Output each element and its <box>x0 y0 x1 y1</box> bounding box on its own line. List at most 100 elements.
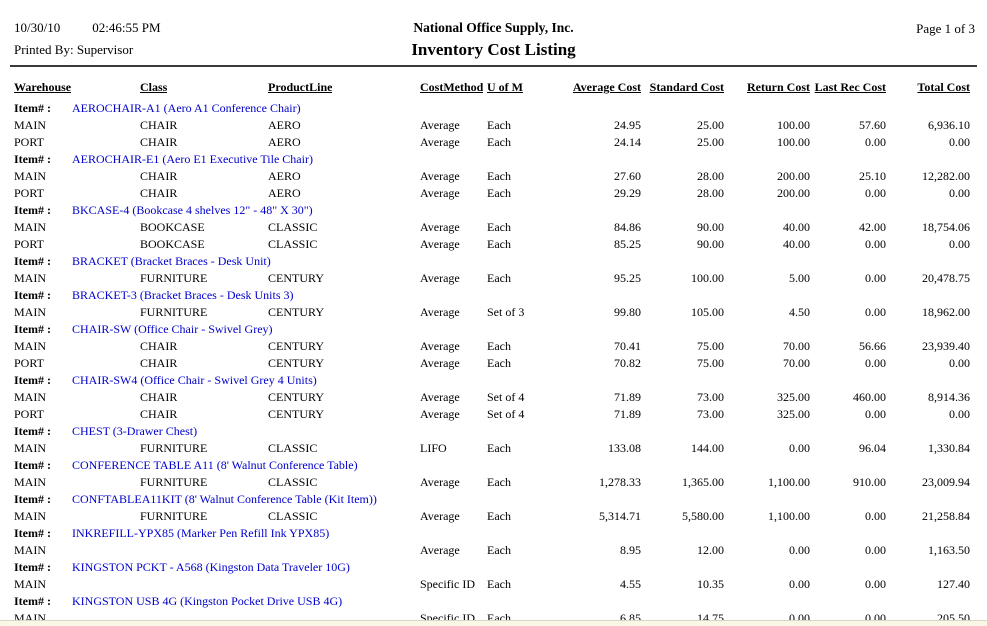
cell-product-line: CENTURY <box>268 407 325 421</box>
item-number-label: Item# : <box>14 254 51 268</box>
warehouse-data-row: PORT CHAIR CENTURY Average Each 70.82 75.00 70.… <box>14 355 970 372</box>
cell-uofm: Each <box>487 237 511 251</box>
cell-warehouse: MAIN <box>14 271 46 285</box>
cell-total-cost: 6,936.10 <box>928 118 970 132</box>
cell-uofm: Each <box>487 271 511 285</box>
warehouse-data-row: MAIN BOOKCASE CLASSIC Average Each 84.86 90.00… <box>14 219 970 236</box>
cell-return-cost: 5.00 <box>789 271 810 285</box>
warehouse-data-row: MAIN FURNITURE CLASSIC Average Each 1,278.33 1… <box>14 474 970 491</box>
cell-average-cost: 27.60 <box>614 169 641 183</box>
item-group-row: Item# : CONFERENCE TABLE A11 (8' Walnut C… <box>14 457 970 474</box>
item-group-row: Item# : KINGSTON USB 4G (Kingston Pocket … <box>14 593 970 610</box>
column-header-uofm: U of M <box>487 80 523 94</box>
cell-uofm: Each <box>487 169 511 183</box>
cell-class: BOOKCASE <box>140 237 205 251</box>
item-number-label: Item# : <box>14 594 51 608</box>
cell-standard-cost: 10.35 <box>697 577 724 591</box>
cell-standard-cost: 100.00 <box>691 271 724 285</box>
column-header-productline: ProductLine <box>268 80 333 94</box>
cell-standard-cost: 25.00 <box>697 135 724 149</box>
cell-class: CHAIR <box>140 169 178 183</box>
cell-last-rec-cost: 0.00 <box>865 543 886 557</box>
date-time-line: 10/30/10 02:46:55 PM <box>14 20 161 36</box>
cell-return-cost: 40.00 <box>783 220 810 234</box>
cell-warehouse: MAIN <box>14 169 46 183</box>
item-group-row: Item# : BRACKET (Bracket Braces - Desk Un… <box>14 253 970 270</box>
column-header-lastrec-cost: Last Rec Cost <box>814 80 886 94</box>
cell-product-line: CLASSIC <box>268 237 318 251</box>
item-number-label: Item# : <box>14 101 51 115</box>
item-description-link[interactable]: BKCASE-4 (Bookcase 4 shelves 12" - 48" X… <box>72 203 313 217</box>
cell-return-cost: 325.00 <box>777 407 810 421</box>
cell-standard-cost: 73.00 <box>697 390 724 404</box>
report-header: 10/30/10 02:46:55 PM Printed By: Supervis… <box>0 0 987 67</box>
warehouse-data-row: PORT CHAIR AERO Average Each 24.14 25.00 100.00… <box>14 134 970 151</box>
cell-standard-cost: 1,365.00 <box>682 475 724 489</box>
cell-product-line: CENTURY <box>268 390 325 404</box>
item-group-row: Item# : BKCASE-4 (Bookcase 4 shelves 12" … <box>14 202 970 219</box>
cell-average-cost: 95.25 <box>614 271 641 285</box>
cell-product-line: CENTURY <box>268 271 325 285</box>
item-description-link[interactable]: CHAIR-SW4 (Office Chair - Swivel Grey 4 … <box>72 373 317 387</box>
item-description-link[interactable]: CHEST (3-Drawer Chest) <box>72 424 198 438</box>
cell-average-cost: 1,278.33 <box>599 475 641 489</box>
cell-cost-method: Average <box>420 509 460 523</box>
inventory-table: Warehouse Class ProductLine CostMethod U… <box>14 79 970 626</box>
item-description-link[interactable]: BRACKET-3 (Bracket Braces - Desk Units 3… <box>72 288 294 302</box>
cell-product-line: CLASSIC <box>268 220 318 234</box>
cell-product-line: CLASSIC <box>268 441 318 455</box>
cell-uofm: Each <box>487 118 511 132</box>
cell-uofm: Each <box>487 186 511 200</box>
cell-standard-cost: 75.00 <box>697 339 724 353</box>
cell-return-cost: 200.00 <box>777 169 810 183</box>
cell-average-cost: 71.89 <box>614 407 641 421</box>
bottom-app-strip <box>0 620 987 626</box>
cell-warehouse: MAIN <box>14 509 46 523</box>
item-description-link[interactable]: AEROCHAIR-A1 (Aero A1 Conference Chair) <box>72 101 301 115</box>
cell-last-rec-cost: 0.00 <box>865 577 886 591</box>
cell-last-rec-cost: 25.10 <box>859 169 886 183</box>
cell-cost-method: Average <box>420 305 460 319</box>
cell-last-rec-cost: 0.00 <box>865 271 886 285</box>
column-header-row: Warehouse Class ProductLine CostMethod U… <box>14 79 970 96</box>
company-name: National Office Supply, Inc. <box>413 20 574 35</box>
item-description-link[interactable]: CHAIR-SW (Office Chair - Swivel Grey) <box>72 322 273 336</box>
item-description-link[interactable]: INKREFILL-YPX85 (Marker Pen Refill Ink Y… <box>72 526 330 540</box>
cell-average-cost: 70.82 <box>614 356 641 370</box>
item-number-label: Item# : <box>14 560 51 574</box>
cell-total-cost: 12,282.00 <box>922 169 970 183</box>
cell-product-line: AERO <box>268 118 301 132</box>
warehouse-data-row: PORT CHAIR AERO Average Each 29.29 28.00 200.00… <box>14 185 970 202</box>
cell-product-line <box>268 542 420 559</box>
item-description-link[interactable]: BRACKET (Bracket Braces - Desk Unit) <box>72 254 271 268</box>
item-description-link[interactable]: KINGSTON PCKT - A568 (Kingston Data Trav… <box>72 560 350 574</box>
column-header-average-cost: Average Cost <box>572 80 641 94</box>
cell-return-cost: 1,100.00 <box>768 475 810 489</box>
item-description-link[interactable]: CONFERENCE TABLE A11 (8' Walnut Conferen… <box>72 458 358 472</box>
cell-total-cost: 18,754.06 <box>922 220 970 234</box>
cell-warehouse: PORT <box>14 237 44 251</box>
item-description-link[interactable]: KINGSTON USB 4G (Kingston Pocket Drive U… <box>72 594 343 608</box>
item-number-label: Item# : <box>14 203 51 217</box>
cell-last-rec-cost: 0.00 <box>865 186 886 200</box>
cell-uofm: Each <box>487 543 511 557</box>
table-body: Item# : AEROCHAIR-A1 (Aero A1 Conference … <box>14 100 970 626</box>
cell-return-cost: 70.00 <box>783 356 810 370</box>
cell-product-line: CLASSIC <box>268 509 318 523</box>
cell-uofm: Each <box>487 577 511 591</box>
cell-last-rec-cost: 0.00 <box>865 407 886 421</box>
item-description-link[interactable]: CONFTABLEA11KIT (8' Walnut Conference Ta… <box>72 492 377 506</box>
warehouse-data-row: MAIN Average Each 8.95 12.00 0.00 0.00 1,163.50 <box>14 542 970 559</box>
cell-product-line: CENTURY <box>268 305 325 319</box>
cell-average-cost: 24.95 <box>614 118 641 132</box>
item-description-link[interactable]: AEROCHAIR-E1 (Aero E1 Executive Tile Cha… <box>72 152 313 166</box>
item-group-row: Item# : INKREFILL-YPX85 (Marker Pen Refil… <box>14 525 970 542</box>
cell-return-cost: 100.00 <box>777 135 810 149</box>
page-indicator: Page 1 of 3 <box>916 21 975 36</box>
cell-standard-cost: 105.00 <box>691 305 724 319</box>
header-divider <box>10 65 977 67</box>
cell-total-cost: 0.00 <box>949 135 970 149</box>
cell-standard-cost: 5,580.00 <box>682 509 724 523</box>
cell-last-rec-cost: 57.60 <box>859 118 886 132</box>
cell-class <box>140 576 268 593</box>
